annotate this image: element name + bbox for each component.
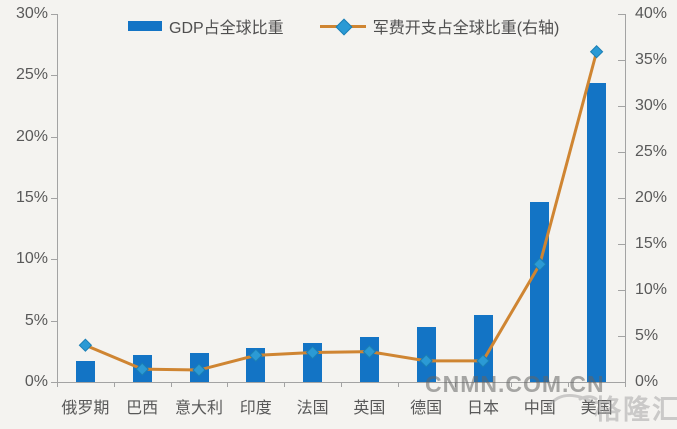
x-axis-category-label: 德国: [410, 400, 443, 417]
gdp-bar: [359, 336, 379, 382]
line-diamond-swatch-icon: [319, 18, 366, 36]
y-axis-right-tick: [618, 14, 625, 15]
y-axis-right-tick-label: 20%: [635, 189, 668, 206]
y-axis-left-tick-label: 30%: [15, 5, 48, 22]
watermark-logo-swoosh-icon: [546, 394, 598, 409]
gdp-bar: [132, 355, 152, 382]
gdp-bar: [246, 347, 266, 382]
y-axis-right-tick-label: 5%: [635, 327, 659, 344]
x-axis-category-label: 中国: [523, 400, 556, 417]
y-axis-left-tick-label: 5%: [24, 311, 48, 329]
x-axis-tick: [57, 382, 58, 387]
gdp-bar: [75, 361, 95, 382]
x-axis-tick: [341, 382, 342, 387]
x-axis-tick: [625, 382, 626, 387]
y-axis-left-tick: [51, 259, 57, 261]
y-axis-left-tick: [51, 320, 57, 322]
y-axis-right-tick: [618, 244, 625, 245]
y-axis-left-tick: [51, 75, 57, 77]
x-axis-tick: [113, 382, 115, 387]
gdp-bar: [303, 342, 323, 382]
x-axis-tick: [170, 382, 172, 387]
diamond-marker: [78, 338, 93, 352]
x-axis-tick: [397, 382, 399, 387]
y-axis-right-tick: [618, 152, 625, 153]
y-axis-right-tick: [618, 60, 625, 61]
y-axis-left-tick-label: 20%: [15, 127, 48, 145]
bar-swatch-icon: [128, 21, 162, 31]
y-axis-right-tick-label: 35%: [635, 51, 668, 68]
x-axis-category-label: 俄罗期: [61, 400, 110, 417]
y-axis-right-tick-label: 25%: [635, 143, 668, 160]
x-axis-tick: [511, 382, 513, 387]
y-axis-left-tick-label: 25%: [15, 66, 48, 84]
y-axis-right-line: [625, 14, 626, 382]
x-axis-tick: [227, 382, 229, 387]
y-axis-right-tick: [618, 336, 625, 337]
y-axis-right-tick-label: 0%: [635, 373, 659, 390]
legend-label-military: 军费开支占全球比重(右轴): [372, 20, 560, 37]
y-axis-left-tick-label: 0%: [24, 373, 48, 390]
x-axis-tick: [454, 382, 456, 387]
military-line: [84, 51, 599, 372]
x-axis-category-label: 巴西: [126, 400, 159, 417]
y-axis-left-tick: [51, 136, 57, 138]
y-axis-right-tick: [618, 106, 625, 107]
gdp-bar: [530, 201, 550, 382]
gdp-bar: [189, 352, 209, 382]
y-axis-left-tick-label: 10%: [15, 250, 48, 268]
y-axis-right-tick: [618, 290, 625, 291]
y-axis-right-tick: [618, 198, 625, 199]
y-axis-right-tick-label: 40%: [635, 5, 668, 22]
watermark-brand-text: 格隆汇: [594, 395, 677, 425]
x-axis-category-label: 英国: [353, 400, 386, 417]
legend-item-gdp: GDP占全球比重: [128, 14, 284, 38]
y-axis-right-tick-label: 15%: [635, 235, 668, 252]
gdp-bar: [587, 82, 607, 382]
chart-legend: GDP占全球比重 军费开支占全球比重(右轴): [128, 14, 559, 38]
legend-label-gdp: GDP占全球比重: [169, 20, 284, 37]
y-axis-left-tick: [51, 382, 57, 383]
x-axis-tick: [284, 382, 286, 387]
y-axis-right-tick-label: 30%: [635, 97, 668, 114]
y-axis-left-tick-label: 15%: [15, 189, 48, 206]
diamond-marker: [589, 45, 604, 59]
watermark-site-text: CNMN.COM.CN: [425, 371, 605, 397]
y-axis-right-tick: [618, 382, 625, 383]
legend-item-military: 军费开支占全球比重(右轴): [319, 14, 560, 38]
y-axis-right-tick-label: 10%: [635, 281, 668, 298]
x-axis-category-label: 法国: [296, 400, 329, 417]
x-axis-category-label: 美国: [580, 400, 613, 417]
x-axis-tick: [568, 382, 570, 387]
y-axis-left-tick: [51, 198, 57, 199]
x-axis-category-label: 意大利: [174, 400, 224, 417]
y-axis-left-line: [57, 14, 58, 382]
y-axis-left-tick: [51, 14, 57, 15]
x-axis-category-label: 印度: [239, 400, 272, 417]
x-axis-category-label: 日本: [466, 400, 500, 417]
